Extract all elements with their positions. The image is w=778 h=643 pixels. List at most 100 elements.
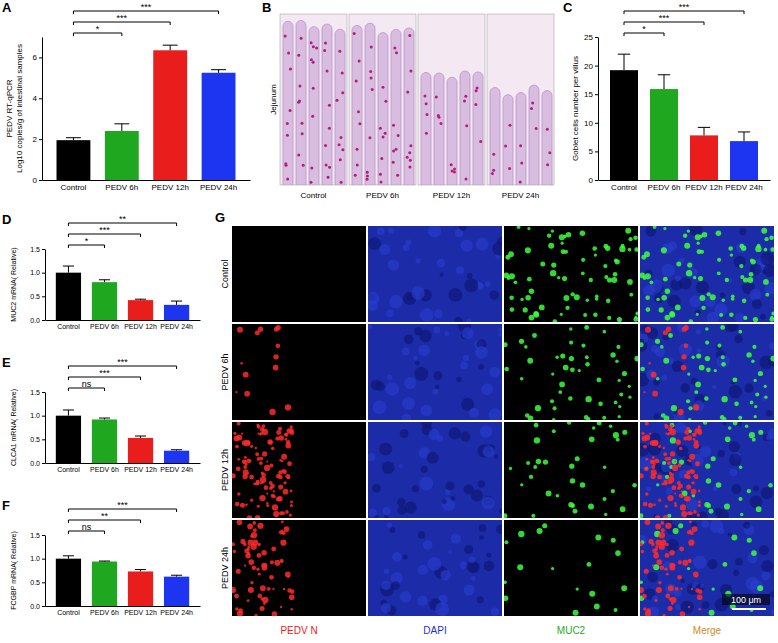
muc2-signal bbox=[710, 294, 716, 300]
pedv-signal bbox=[663, 452, 667, 456]
pedv-signal bbox=[693, 443, 699, 449]
goblet-cell bbox=[297, 153, 300, 156]
villus bbox=[365, 23, 375, 185]
pedv-signal bbox=[681, 365, 687, 371]
pedv-signal bbox=[683, 436, 687, 440]
muc2-signal bbox=[695, 382, 701, 388]
pedv-signal bbox=[264, 465, 270, 471]
goblet-cell bbox=[312, 45, 315, 48]
column-label: PEDV 12h bbox=[433, 191, 470, 200]
significance-label: * bbox=[642, 24, 646, 34]
nucleus-texture bbox=[402, 348, 410, 356]
muc2-signal bbox=[588, 504, 594, 510]
y-tick-label: 0 bbox=[589, 176, 594, 185]
muc2-signal bbox=[611, 489, 615, 493]
nucleus-texture bbox=[478, 480, 486, 488]
nucleus-texture bbox=[467, 273, 473, 279]
muc2-signal bbox=[714, 369, 717, 372]
x-axis-line bbox=[46, 320, 201, 321]
pedv-signal bbox=[669, 473, 674, 478]
pedv-signal bbox=[240, 503, 245, 508]
nucleus-texture bbox=[377, 228, 385, 236]
muc2-signal bbox=[505, 255, 510, 260]
pedv-signal bbox=[676, 440, 680, 444]
pedv-signal bbox=[643, 391, 645, 393]
y-axis-title: PEDV RT-qPCR bbox=[5, 79, 14, 137]
pedv-signal bbox=[698, 431, 703, 436]
muc2-signal bbox=[555, 355, 558, 358]
goblet-cell bbox=[286, 134, 289, 137]
goblet-cell bbox=[450, 163, 453, 166]
muc2-signal bbox=[547, 233, 551, 237]
muc2-signal bbox=[604, 513, 607, 516]
pedv-signal bbox=[256, 567, 259, 570]
nucleus-texture bbox=[460, 362, 468, 370]
muc2-signal bbox=[691, 355, 694, 358]
image-background bbox=[640, 422, 774, 518]
nucleus-texture bbox=[421, 466, 428, 473]
muc2-signal bbox=[527, 227, 530, 230]
x-axis: ControlPEDV 6hPEDV 12hPEDV 24h bbox=[46, 464, 201, 473]
pedv-signal bbox=[674, 492, 676, 494]
pedv-signal bbox=[269, 463, 273, 467]
pedv-signal bbox=[269, 575, 274, 580]
pedv-signal bbox=[272, 504, 278, 510]
pedv-signal bbox=[672, 485, 677, 490]
goblet-cell bbox=[531, 101, 534, 104]
nucleus-texture bbox=[478, 364, 484, 370]
nucleus-texture bbox=[384, 569, 389, 574]
pedv-signal bbox=[663, 515, 668, 518]
pedv-signal bbox=[232, 473, 236, 478]
pedv-signal bbox=[266, 492, 268, 494]
bar bbox=[105, 131, 139, 180]
nucleus-texture bbox=[390, 527, 396, 533]
muc2-signal bbox=[716, 482, 722, 488]
nucleus-texture bbox=[392, 552, 401, 561]
goblet-cell bbox=[353, 32, 356, 35]
y-axis-line bbox=[45, 393, 46, 464]
x-tick: PEDV 12h bbox=[152, 183, 189, 192]
muc2-signal bbox=[670, 423, 675, 428]
chart-panel: C0510152025ControlPEDV 6hPEDV 12hPEDV 24… bbox=[563, 0, 771, 192]
pedv-signal bbox=[290, 608, 292, 610]
pedv-signal bbox=[640, 590, 642, 593]
muc2-signal bbox=[578, 369, 581, 372]
muc2-signal bbox=[561, 242, 564, 245]
goblet-cell bbox=[328, 127, 331, 130]
fluorescence-image bbox=[504, 324, 638, 420]
pedv-signal bbox=[283, 481, 286, 484]
pedv-signal bbox=[244, 565, 246, 567]
bar bbox=[128, 300, 153, 320]
nucleus-texture bbox=[434, 327, 440, 333]
x-tick-label: PEDV 24h bbox=[200, 183, 237, 192]
nucleus-texture bbox=[716, 355, 729, 368]
pedv-signal bbox=[674, 460, 676, 462]
error-bar bbox=[211, 70, 226, 73]
muc2-signal bbox=[559, 382, 565, 388]
pedv-signal bbox=[659, 532, 665, 538]
pedv-signal bbox=[255, 330, 260, 335]
muc2-signal bbox=[686, 270, 692, 276]
muc2-signal bbox=[567, 422, 571, 425]
error-bar bbox=[63, 266, 74, 273]
pedv-signal bbox=[698, 589, 703, 594]
pedv-signal bbox=[644, 435, 650, 441]
nucleus-texture bbox=[492, 242, 502, 256]
x-tick: PEDV 6h bbox=[648, 183, 681, 192]
pedv-signal bbox=[658, 499, 661, 502]
muc2-signal bbox=[616, 345, 620, 349]
pedv-signal bbox=[255, 447, 258, 450]
muc2-signal bbox=[656, 298, 659, 301]
goblet-cell bbox=[298, 84, 301, 87]
villus bbox=[490, 88, 500, 185]
y-tick: 15 bbox=[584, 90, 598, 99]
y-tick-mark bbox=[42, 582, 45, 583]
nucleus-texture bbox=[374, 515, 378, 518]
goblet-cell bbox=[286, 122, 289, 125]
nucleus-texture bbox=[461, 240, 473, 252]
muc2-signal bbox=[661, 247, 667, 253]
nucleus-texture bbox=[762, 270, 766, 274]
muc2-signal bbox=[688, 319, 693, 322]
goblet-cell bbox=[371, 88, 374, 91]
pedv-signal bbox=[234, 594, 239, 599]
